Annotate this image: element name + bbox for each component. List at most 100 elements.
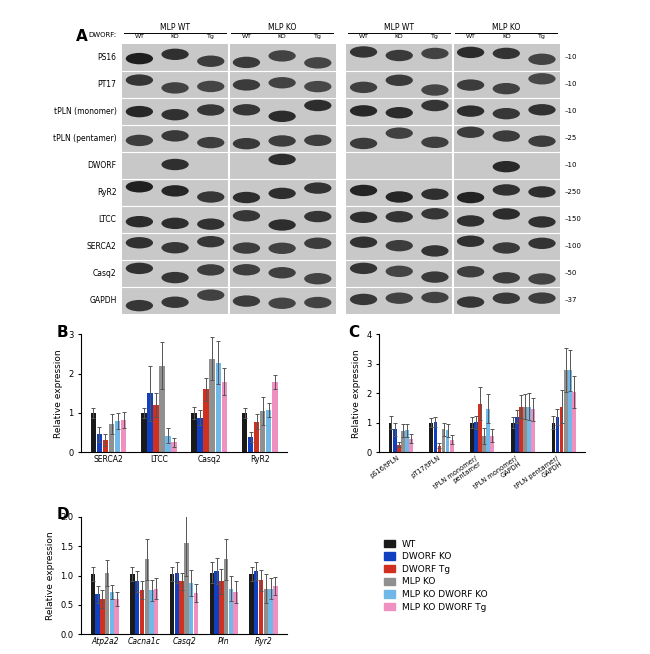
Bar bbox=[198, 418, 203, 452]
Text: –100: –100 bbox=[565, 243, 582, 249]
Ellipse shape bbox=[421, 208, 448, 220]
Legend: WT, DWORF KO, DWORF Tg, MLP KO, MLP KO DWORF KO, MLP KO DWORF Tg: WT, DWORF KO, DWORF Tg, MLP KO, MLP KO D… bbox=[384, 540, 488, 611]
Ellipse shape bbox=[457, 192, 484, 203]
Bar bbox=[552, 422, 555, 452]
Ellipse shape bbox=[125, 106, 153, 117]
Bar bbox=[273, 586, 278, 634]
Ellipse shape bbox=[125, 135, 153, 146]
Bar bbox=[260, 411, 265, 452]
Ellipse shape bbox=[385, 128, 413, 139]
Ellipse shape bbox=[457, 235, 484, 247]
Ellipse shape bbox=[493, 208, 520, 220]
Ellipse shape bbox=[233, 264, 260, 275]
Bar bbox=[214, 571, 219, 634]
Bar bbox=[564, 370, 567, 452]
Ellipse shape bbox=[161, 296, 188, 308]
Ellipse shape bbox=[528, 237, 556, 249]
Ellipse shape bbox=[161, 130, 188, 141]
Ellipse shape bbox=[268, 267, 296, 279]
Ellipse shape bbox=[304, 57, 332, 69]
Bar bbox=[103, 440, 109, 452]
Text: RyR2: RyR2 bbox=[97, 188, 116, 197]
Ellipse shape bbox=[528, 186, 556, 198]
Bar bbox=[141, 413, 146, 452]
Text: WT: WT bbox=[241, 34, 252, 39]
Text: WT: WT bbox=[359, 34, 369, 39]
Text: Tg: Tg bbox=[431, 34, 439, 39]
Ellipse shape bbox=[493, 292, 520, 304]
Ellipse shape bbox=[350, 105, 377, 116]
Bar bbox=[389, 422, 393, 452]
Text: –150: –150 bbox=[565, 216, 582, 222]
Bar bbox=[560, 407, 564, 452]
Text: –10: –10 bbox=[565, 81, 577, 87]
Bar bbox=[515, 417, 519, 452]
Bar bbox=[147, 393, 153, 452]
Ellipse shape bbox=[304, 297, 332, 308]
Ellipse shape bbox=[197, 236, 224, 247]
Bar bbox=[210, 573, 214, 634]
Bar bbox=[434, 422, 437, 452]
Ellipse shape bbox=[350, 294, 377, 305]
Bar bbox=[171, 442, 177, 452]
Ellipse shape bbox=[197, 56, 224, 67]
Ellipse shape bbox=[233, 296, 260, 307]
Y-axis label: Relative expression: Relative expression bbox=[54, 349, 62, 438]
Ellipse shape bbox=[268, 298, 296, 309]
Bar bbox=[511, 422, 515, 452]
Ellipse shape bbox=[197, 104, 224, 116]
Text: KO: KO bbox=[171, 34, 179, 39]
FancyBboxPatch shape bbox=[346, 44, 560, 313]
Ellipse shape bbox=[161, 242, 188, 254]
Bar bbox=[254, 422, 259, 452]
Bar bbox=[121, 420, 126, 452]
Bar bbox=[224, 559, 228, 634]
Text: tPLN (monomer): tPLN (monomer) bbox=[54, 107, 116, 116]
Bar bbox=[130, 574, 135, 634]
Ellipse shape bbox=[268, 50, 296, 61]
Text: GAPDH: GAPDH bbox=[89, 296, 116, 305]
Bar bbox=[450, 439, 454, 452]
Ellipse shape bbox=[233, 210, 260, 222]
Ellipse shape bbox=[197, 191, 224, 203]
Bar bbox=[248, 438, 254, 452]
Ellipse shape bbox=[233, 138, 260, 149]
Text: KO: KO bbox=[395, 34, 404, 39]
Ellipse shape bbox=[528, 104, 556, 116]
Ellipse shape bbox=[125, 216, 153, 228]
Bar bbox=[109, 424, 114, 452]
Ellipse shape bbox=[528, 135, 556, 147]
Text: PT17: PT17 bbox=[98, 80, 116, 88]
Bar bbox=[100, 599, 105, 634]
Bar bbox=[191, 413, 197, 452]
Ellipse shape bbox=[421, 137, 448, 148]
Ellipse shape bbox=[421, 84, 448, 95]
Bar bbox=[115, 421, 120, 452]
Ellipse shape bbox=[493, 242, 520, 254]
Bar bbox=[194, 593, 198, 634]
Bar bbox=[491, 436, 494, 452]
Ellipse shape bbox=[457, 105, 484, 117]
Bar bbox=[272, 383, 278, 452]
Ellipse shape bbox=[421, 245, 448, 256]
Ellipse shape bbox=[125, 263, 153, 274]
Ellipse shape bbox=[528, 54, 556, 65]
Bar bbox=[531, 409, 535, 452]
Bar bbox=[90, 574, 95, 634]
Text: Casq2: Casq2 bbox=[93, 269, 116, 277]
Bar bbox=[189, 583, 194, 634]
Text: DWORF:: DWORF: bbox=[88, 31, 116, 38]
Ellipse shape bbox=[493, 48, 520, 59]
Bar bbox=[209, 359, 215, 452]
Ellipse shape bbox=[125, 237, 153, 249]
Text: WT: WT bbox=[465, 34, 476, 39]
Ellipse shape bbox=[350, 184, 377, 196]
Ellipse shape bbox=[125, 75, 153, 86]
Ellipse shape bbox=[385, 107, 413, 118]
Ellipse shape bbox=[385, 191, 413, 203]
Text: KO: KO bbox=[502, 34, 511, 39]
Bar bbox=[486, 409, 490, 452]
Bar bbox=[233, 592, 238, 634]
Bar bbox=[90, 413, 96, 452]
Ellipse shape bbox=[268, 154, 296, 165]
